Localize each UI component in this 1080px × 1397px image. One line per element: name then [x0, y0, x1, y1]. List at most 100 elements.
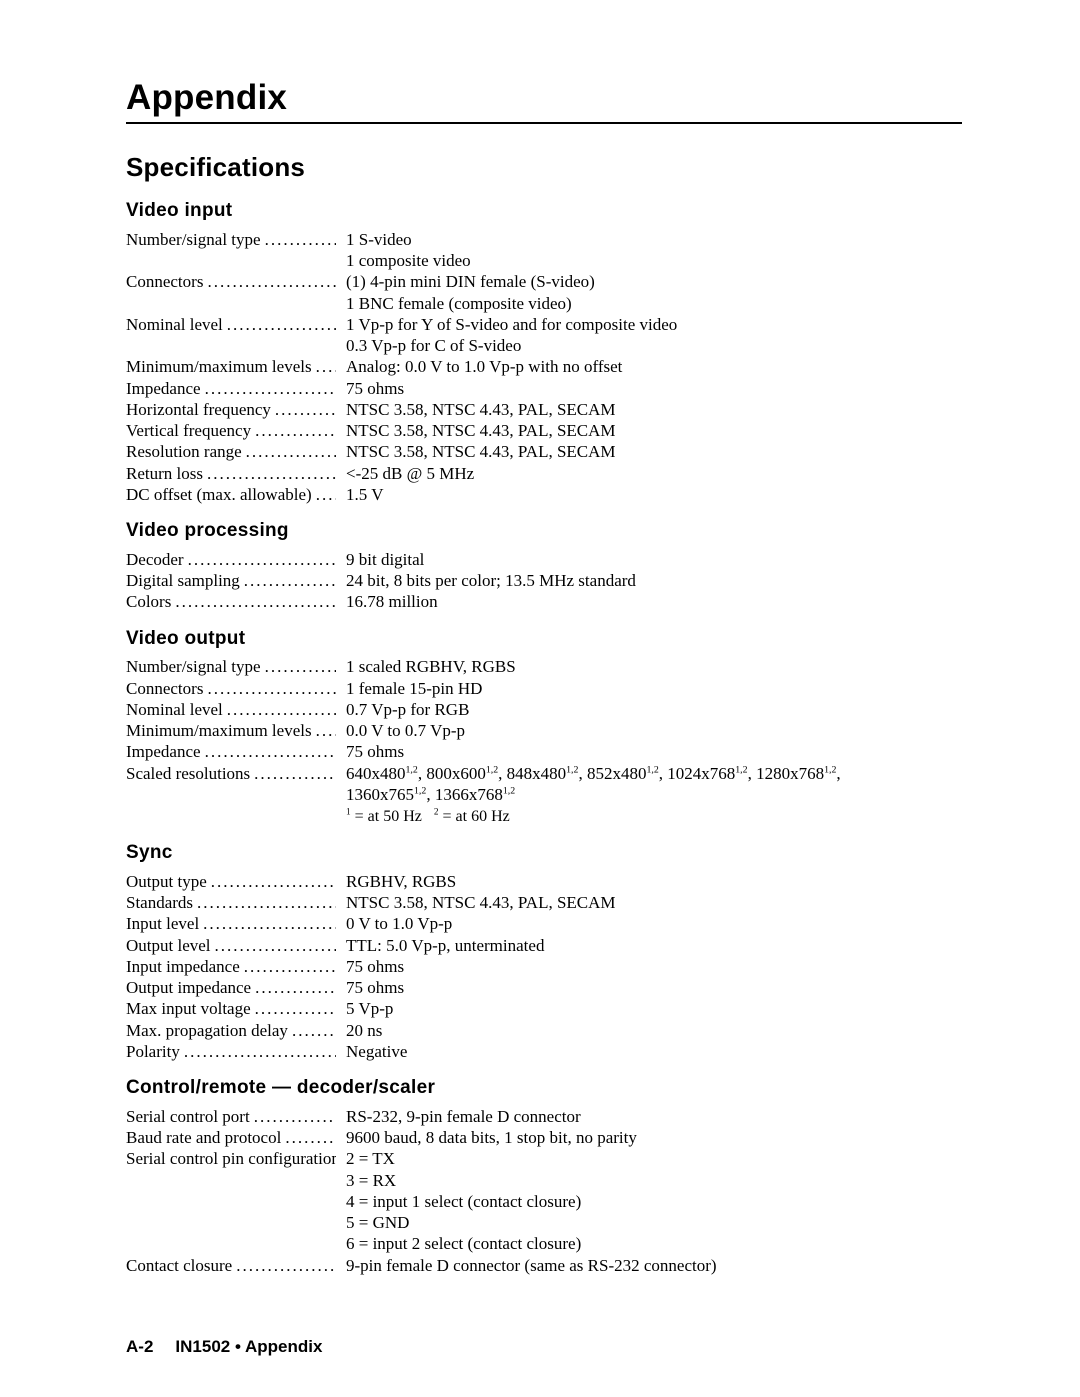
spec-row: Horizontal frequencyNTSC 3.58, NTSC 4.43…	[126, 399, 962, 420]
spec-row: DC offset (max. allowable)1.5 V	[126, 484, 962, 505]
leader-dots	[254, 1106, 336, 1127]
spec-row: Polarity Negative	[126, 1041, 962, 1062]
spec-label: Minimum/maximum levels	[126, 720, 312, 741]
spec-row: Minimum/maximum levelsAnalog: 0.0 V to 1…	[126, 356, 962, 377]
spec-value: <-25 dB @ 5 MHz	[336, 463, 962, 484]
spec-label: Return loss	[126, 463, 203, 484]
spec-row: Serial control port RS-232, 9-pin female …	[126, 1106, 962, 1127]
leader-dots	[254, 763, 336, 784]
spec-value: 75 ohms	[336, 956, 962, 977]
spec-row: Output impedance75 ohms	[126, 977, 962, 998]
spec-label-cell: Connectors	[126, 271, 336, 292]
spec-value: 75 ohms	[336, 378, 962, 399]
leader-dots	[188, 549, 336, 570]
leader-dots	[316, 484, 336, 505]
spec-label: Minimum/maximum levels	[126, 356, 312, 377]
spec-row: Baud rate and protocol9600 baud, 8 data …	[126, 1127, 962, 1148]
spec-label: Horizontal frequency	[126, 399, 271, 420]
spec-row: 1 composite video	[126, 250, 962, 271]
title-rule	[126, 122, 962, 124]
spec-value: 0.0 V to 0.7 Vp-p	[336, 720, 962, 741]
page-footer: A-2IN1502 • Appendix	[126, 1337, 322, 1357]
leader-dots	[265, 229, 336, 250]
spec-row: Contact closure9-pin female D connector …	[126, 1255, 962, 1276]
leader-dots	[265, 656, 336, 677]
leader-dots	[316, 356, 336, 377]
leader-dots	[207, 678, 336, 699]
spec-label: Colors	[126, 591, 171, 612]
spec-label-cell: Output type	[126, 871, 336, 892]
spec-group-heading: Sync	[126, 841, 962, 865]
spec-row: 1360x7651,2, 1366x7681,2	[126, 784, 962, 805]
spec-row: 0.3 Vp-p for C of S-video	[126, 335, 962, 356]
spec-label: Resolution range	[126, 441, 242, 462]
spec-row: Number/signal type1 scaled RGBHV, RGBS	[126, 656, 962, 677]
spec-label: Standards	[126, 892, 193, 913]
leader-dots	[292, 1020, 336, 1041]
spec-value: 9 bit digital	[336, 549, 962, 570]
spec-label: Polarity	[126, 1041, 180, 1062]
spec-value: 9600 baud, 8 data bits, 1 stop bit, no p…	[336, 1127, 962, 1148]
spec-label: Connectors	[126, 271, 203, 292]
leader-dots	[236, 1255, 336, 1276]
spec-label-cell: Minimum/maximum levels	[126, 720, 336, 741]
spec-label-cell: Output level	[126, 935, 336, 956]
spec-label-cell: Digital sampling	[126, 570, 336, 591]
spec-label-cell: Nominal level	[126, 699, 336, 720]
spec-value: 1 S-video	[336, 229, 962, 250]
spec-value: 5 = GND	[336, 1212, 962, 1233]
spec-value: 5 Vp-p	[336, 998, 962, 1019]
spec-label: Max. propagation delay	[126, 1020, 288, 1041]
spec-label-cell: Impedance	[126, 741, 336, 762]
spec-value: Negative	[336, 1041, 962, 1062]
spec-label: Output impedance	[126, 977, 251, 998]
footer-page-number: A-2	[126, 1337, 153, 1356]
spec-row: Colors16.78 million	[126, 591, 962, 612]
spec-row: 1 BNC female (composite video)	[126, 293, 962, 314]
leader-dots	[207, 463, 336, 484]
leader-dots	[205, 741, 336, 762]
spec-label-cell: Input impedance	[126, 956, 336, 977]
spec-label: Scaled resolutions	[126, 763, 250, 784]
spec-footnote-row: 1 = at 50 Hz 2 = at 60 Hz	[126, 807, 962, 827]
spec-row: Output levelTTL: 5.0 Vp-p, unterminated	[126, 935, 962, 956]
spec-label: Connectors	[126, 678, 203, 699]
spec-label: Input impedance	[126, 956, 240, 977]
spec-label-cell: Scaled resolutions	[126, 763, 336, 784]
spec-group-heading: Video processing	[126, 519, 962, 543]
spec-label: DC offset (max. allowable)	[126, 484, 312, 505]
spec-label-cell: Number/signal type	[126, 656, 336, 677]
leader-dots	[211, 871, 336, 892]
spec-label: Input level	[126, 913, 199, 934]
leader-dots	[275, 399, 336, 420]
leader-dots	[203, 913, 336, 934]
spec-label: Nominal level	[126, 699, 223, 720]
spec-label-cell: Impedance	[126, 378, 336, 399]
spec-label: Serial control pin configurations	[126, 1148, 336, 1169]
spec-row: Nominal level0.7 Vp-p for RGB	[126, 699, 962, 720]
spec-label: Impedance	[126, 741, 201, 762]
spec-label-cell: Number/signal type	[126, 229, 336, 250]
spec-label: Nominal level	[126, 314, 223, 335]
spec-group-heading: Video output	[126, 627, 962, 651]
spec-label-cell: Contact closure	[126, 1255, 336, 1276]
page: Appendix Specifications Video inputNumbe…	[0, 0, 1080, 1397]
spec-value: RS-232, 9-pin female D connector	[336, 1106, 962, 1127]
spec-label-cell: Max input voltage	[126, 998, 336, 1019]
spec-label: Impedance	[126, 378, 201, 399]
leader-dots	[207, 271, 336, 292]
spec-row: Digital sampling24 bit, 8 bits per color…	[126, 570, 962, 591]
spec-row: Connectors1 female 15-pin HD	[126, 678, 962, 699]
spec-row: Impedance75 ohms	[126, 741, 962, 762]
spec-label: Serial control port	[126, 1106, 250, 1127]
spec-row: 3 = RX	[126, 1170, 962, 1191]
spec-value: 1 Vp-p for Y of S-video and for composit…	[336, 314, 962, 335]
spec-value: 1360x7651,2, 1366x7681,2	[336, 784, 962, 805]
spec-row: Output typeRGBHV, RGBS	[126, 871, 962, 892]
leader-dots	[255, 998, 336, 1019]
spec-label-cell: Input level	[126, 913, 336, 934]
spec-row: Connectors(1) 4-pin mini DIN female (S-v…	[126, 271, 962, 292]
spec-label: Contact closure	[126, 1255, 232, 1276]
leader-dots	[184, 1041, 336, 1062]
spec-label-cell: Vertical frequency	[126, 420, 336, 441]
